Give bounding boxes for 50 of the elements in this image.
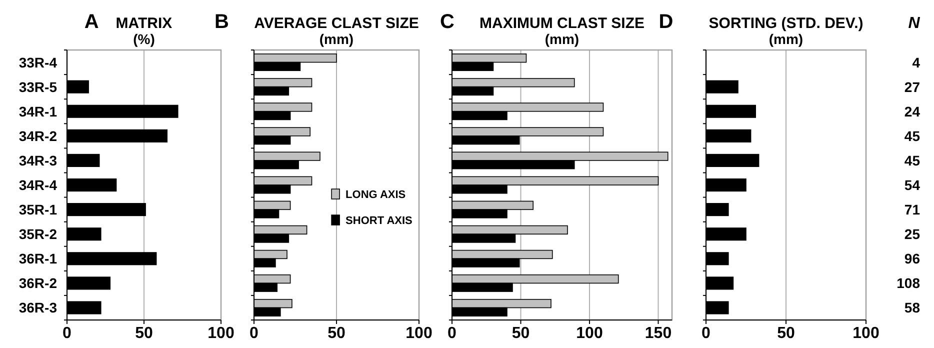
x-tick-label: 150 bbox=[644, 325, 672, 342]
x-tick-label: 50 bbox=[777, 325, 795, 342]
chart-subtitle: (mm) bbox=[544, 31, 580, 47]
chart-title: SORTING (STD. DEV.) bbox=[708, 15, 864, 32]
data-label: 58 bbox=[904, 300, 920, 316]
data-label: 71 bbox=[904, 202, 920, 218]
x-tick-label: 100 bbox=[576, 325, 603, 342]
y-tick-label: 36R-2 bbox=[18, 275, 58, 292]
x-tick-label: 0 bbox=[62, 325, 72, 342]
x-tick-label: 50 bbox=[512, 325, 530, 342]
y-tick-label: 34R-4 bbox=[18, 177, 58, 193]
chart-title: MATRIX bbox=[116, 15, 172, 32]
y-tick-label: 36R-3 bbox=[18, 300, 58, 316]
chart-title: AVERAGE CLAST SIZE bbox=[254, 15, 419, 32]
text: D bbox=[658, 11, 674, 33]
x-tick-label: 0 bbox=[250, 325, 259, 342]
y-tick-label: 35R-1 bbox=[18, 202, 58, 218]
chart-title: MAXIMUM CLAST SIZE bbox=[480, 15, 644, 32]
legend-label: SHORT AXIS bbox=[346, 215, 412, 227]
data-label: 4 bbox=[912, 54, 920, 70]
data-label: 45 bbox=[904, 152, 920, 168]
data-label: 25 bbox=[904, 226, 920, 242]
data-label: 108 bbox=[896, 275, 920, 292]
y-tick-label: 33R-5 bbox=[18, 78, 58, 95]
x-tick-label: 0 bbox=[448, 325, 457, 342]
text: C bbox=[440, 11, 454, 33]
x-tick-label: 100 bbox=[852, 325, 880, 342]
y-tick-label: 34R-1 bbox=[18, 103, 58, 120]
y-tick-label: 33R-4 bbox=[18, 54, 58, 70]
y-tick-label: 34R-3 bbox=[18, 152, 58, 168]
data-label: 45 bbox=[904, 128, 920, 144]
x-tick-label: 50 bbox=[328, 325, 346, 342]
x-tick-label: 0 bbox=[702, 325, 711, 342]
x-tick-label: 100 bbox=[406, 325, 432, 342]
text: B bbox=[214, 11, 229, 33]
data-label: 96 bbox=[904, 250, 920, 267]
data-label: 24 bbox=[904, 103, 920, 120]
text: A bbox=[84, 11, 99, 33]
chart-subtitle: (mm) bbox=[319, 31, 354, 47]
data-label: 54 bbox=[904, 177, 920, 193]
y-tick-label: 35R-2 bbox=[18, 226, 58, 242]
y-tick-label: 34R-2 bbox=[18, 128, 58, 144]
data-label: 27 bbox=[904, 78, 920, 95]
text: N bbox=[908, 15, 920, 32]
chart-subtitle: (%) bbox=[133, 31, 155, 47]
y-tick-label: 36R-1 bbox=[18, 250, 58, 267]
x-tick-label: 50 bbox=[135, 325, 153, 342]
chart-subtitle: (mm) bbox=[768, 31, 804, 47]
x-tick-label: 100 bbox=[208, 325, 234, 342]
legend-label: LONG AXIS bbox=[346, 189, 406, 201]
